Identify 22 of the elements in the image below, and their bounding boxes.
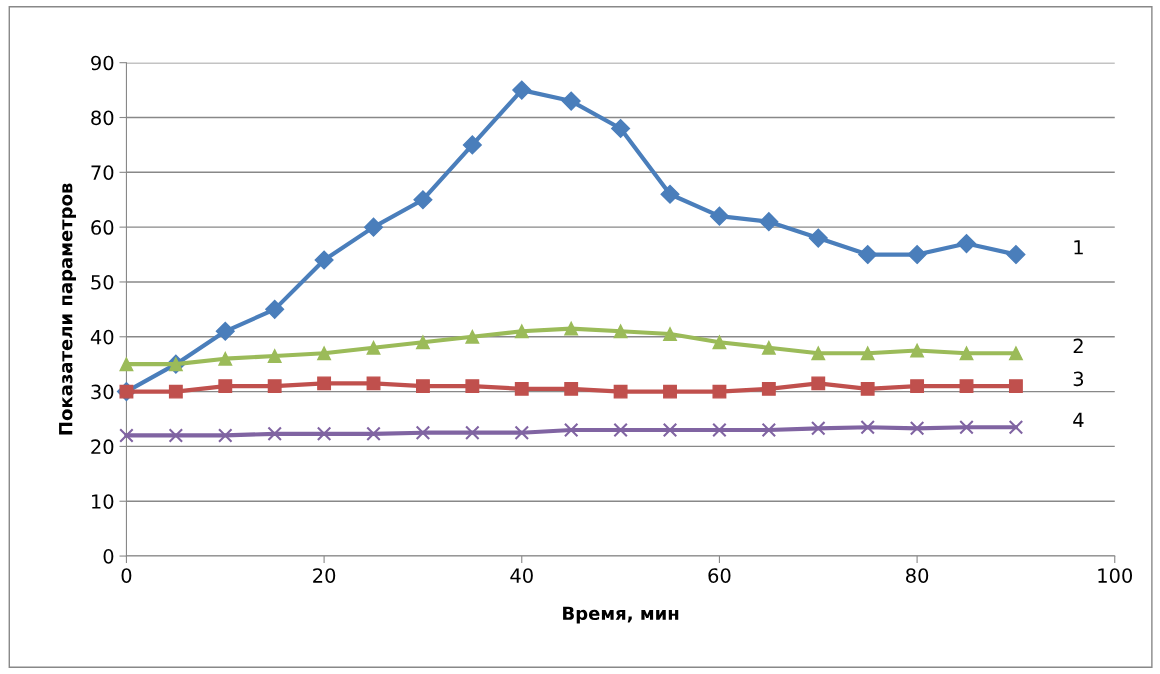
x-tick-label: 80	[906, 568, 929, 583]
x-tick-label: 0	[121, 568, 132, 583]
text: 4	[1073, 412, 1084, 428]
x-tick-label: 40	[510, 568, 533, 583]
x-tick-label: 60	[708, 568, 731, 583]
y-tick-label: 0	[103, 549, 114, 564]
text: 2	[1073, 338, 1083, 354]
y-tick-label: 70	[91, 165, 114, 180]
x-tick-label: 100	[1098, 568, 1133, 583]
text: 1	[1074, 240, 1083, 255]
y-tick-label: 10	[92, 494, 114, 509]
y-axis-title: Показатели параметров	[59, 183, 76, 435]
text: 3	[1073, 371, 1084, 387]
x-axis-title: Время, мин	[563, 606, 679, 624]
y-tick-label: 30	[91, 384, 114, 400]
y-tick-label: 90	[91, 55, 114, 71]
y-tick-label: 60	[91, 220, 114, 235]
y-tick-label: 50	[91, 274, 114, 290]
y-tick-label: 40	[90, 329, 114, 345]
y-tick-label: 20	[91, 439, 114, 455]
y-tick-label: 80	[91, 110, 114, 126]
x-tick-label: 20	[313, 568, 336, 583]
